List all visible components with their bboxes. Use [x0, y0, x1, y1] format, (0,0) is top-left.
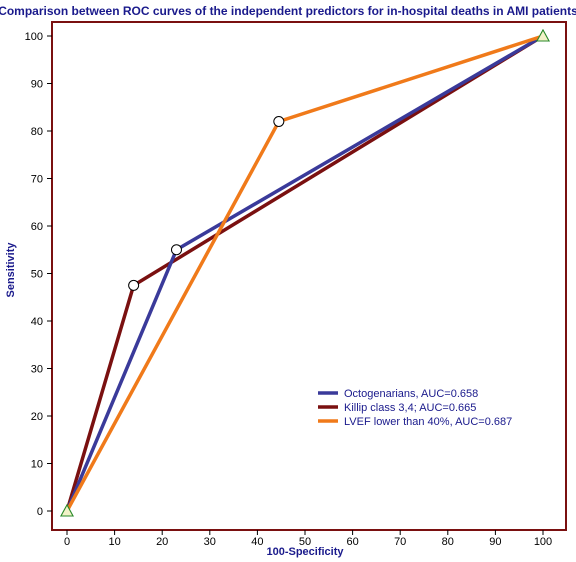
y-tick-label: 60 — [31, 221, 43, 233]
legend-label: Octogenarians, AUC=0.658 — [344, 388, 478, 400]
x-tick-label: 0 — [64, 536, 70, 548]
series-line-1 — [65, 34, 544, 512]
y-tick-label: 80 — [31, 126, 43, 138]
plot-frame — [51, 21, 567, 531]
y-tick-label: 40 — [31, 316, 43, 328]
series-line-2 — [65, 34, 544, 512]
chart-title: Comparison between ROC curves of the ind… — [0, 4, 576, 18]
y-tick-label: 20 — [31, 411, 43, 423]
y-tick-label: 70 — [31, 174, 43, 186]
y-axis-label: Sensitivity — [5, 242, 17, 298]
y-tick-label: 100 — [25, 31, 43, 43]
legend-label: Killip class 3,4; AUC=0.665 — [344, 402, 476, 414]
data-point-triangle — [60, 503, 74, 517]
x-tick-label: 70 — [394, 536, 406, 548]
x-tick-label: 60 — [346, 536, 358, 548]
y-tick-label: 10 — [31, 459, 43, 471]
x-tick-label: 50 — [299, 536, 311, 548]
data-point-circle — [170, 244, 182, 256]
data-point-circle — [128, 279, 140, 291]
x-tick-label: 90 — [489, 536, 501, 548]
x-tick-label: 40 — [251, 536, 263, 548]
y-tick-label: 30 — [31, 364, 43, 376]
y-tick-label: 0 — [37, 506, 43, 518]
x-axis-label: 100-Specificity — [266, 546, 344, 558]
data-point-circle — [273, 116, 285, 127]
x-tick-label: 100 — [534, 536, 552, 548]
y-tick-label: 50 — [31, 269, 43, 281]
y-tick-label: 90 — [31, 79, 43, 91]
series-layer — [65, 34, 544, 512]
y-axis: 0 10 20 30 40 50 60 70 80 90 100 — [25, 31, 52, 518]
x-tick-label: 10 — [108, 536, 120, 548]
x-tick-label: 30 — [204, 536, 216, 548]
series-line-0 — [65, 34, 544, 512]
marker-layer — [60, 28, 550, 517]
x-tick-label: 20 — [156, 536, 168, 548]
legend-label: LVEF lower than 40%, AUC=0.687 — [344, 416, 512, 428]
data-point-triangle — [536, 28, 550, 42]
x-axis: 0 10 20 30 40 50 60 70 80 90 100 — [64, 530, 552, 548]
x-tick-label: 80 — [442, 536, 454, 548]
legend: Octogenarians, AUC=0.658 Killip class 3,4… — [318, 388, 512, 428]
